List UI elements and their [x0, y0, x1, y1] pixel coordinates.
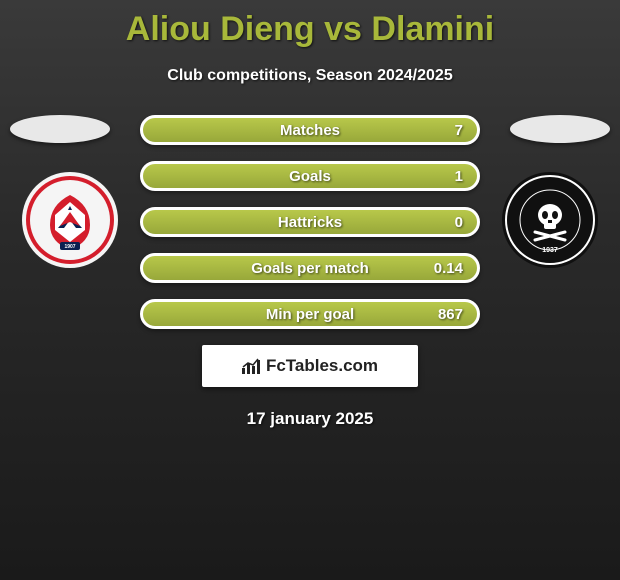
- orlando-pirates-icon: 1937: [500, 170, 600, 270]
- brand-box: FcTables.com: [202, 345, 418, 387]
- vs-separator: vs: [324, 10, 362, 48]
- stat-value: 0: [455, 214, 463, 231]
- stats-bars: Matches 7 Goals 1 Hattricks 0 Goals per …: [140, 115, 480, 329]
- stat-value: 867: [438, 306, 463, 323]
- stat-value: 0.14: [434, 260, 463, 277]
- club-badge-right: 1937: [500, 170, 600, 270]
- brand-text: FcTables.com: [266, 356, 378, 376]
- player1-name: Aliou Dieng: [126, 10, 315, 48]
- stat-value: 7: [455, 122, 463, 139]
- season-subtitle: Club competitions, Season 2024/2025: [0, 67, 620, 85]
- stat-row-matches: Matches 7: [140, 115, 480, 145]
- stat-row-goals: Goals 1: [140, 161, 480, 191]
- stat-row-hattricks: Hattricks 0: [140, 207, 480, 237]
- svg-text:1907: 1907: [64, 244, 75, 250]
- chart-icon: [242, 358, 262, 374]
- club-badge-left: 1907: [20, 170, 120, 270]
- stat-row-gpm: Goals per match 0.14: [140, 253, 480, 283]
- al-ahly-icon: 1907: [20, 170, 120, 270]
- player1-oval: [10, 115, 110, 143]
- comparison-title: Aliou Dieng vs Dlamini: [0, 0, 620, 49]
- date-text: 17 january 2025: [0, 409, 620, 429]
- stat-label: Goals per match: [251, 260, 369, 277]
- stat-label: Goals: [289, 168, 331, 185]
- player2-name: Dlamini: [371, 10, 494, 48]
- stat-label: Matches: [280, 122, 340, 139]
- player2-oval: [510, 115, 610, 143]
- svg-text:1937: 1937: [542, 247, 558, 254]
- stat-value: 1: [455, 168, 463, 185]
- stat-row-mpg: Min per goal 867: [140, 299, 480, 329]
- content-area: 1907 1937 Matches 7 Goals 1: [0, 115, 620, 429]
- brand-label: FcTables.com: [242, 356, 378, 376]
- stat-label: Hattricks: [278, 214, 342, 231]
- stat-label: Min per goal: [266, 306, 354, 323]
